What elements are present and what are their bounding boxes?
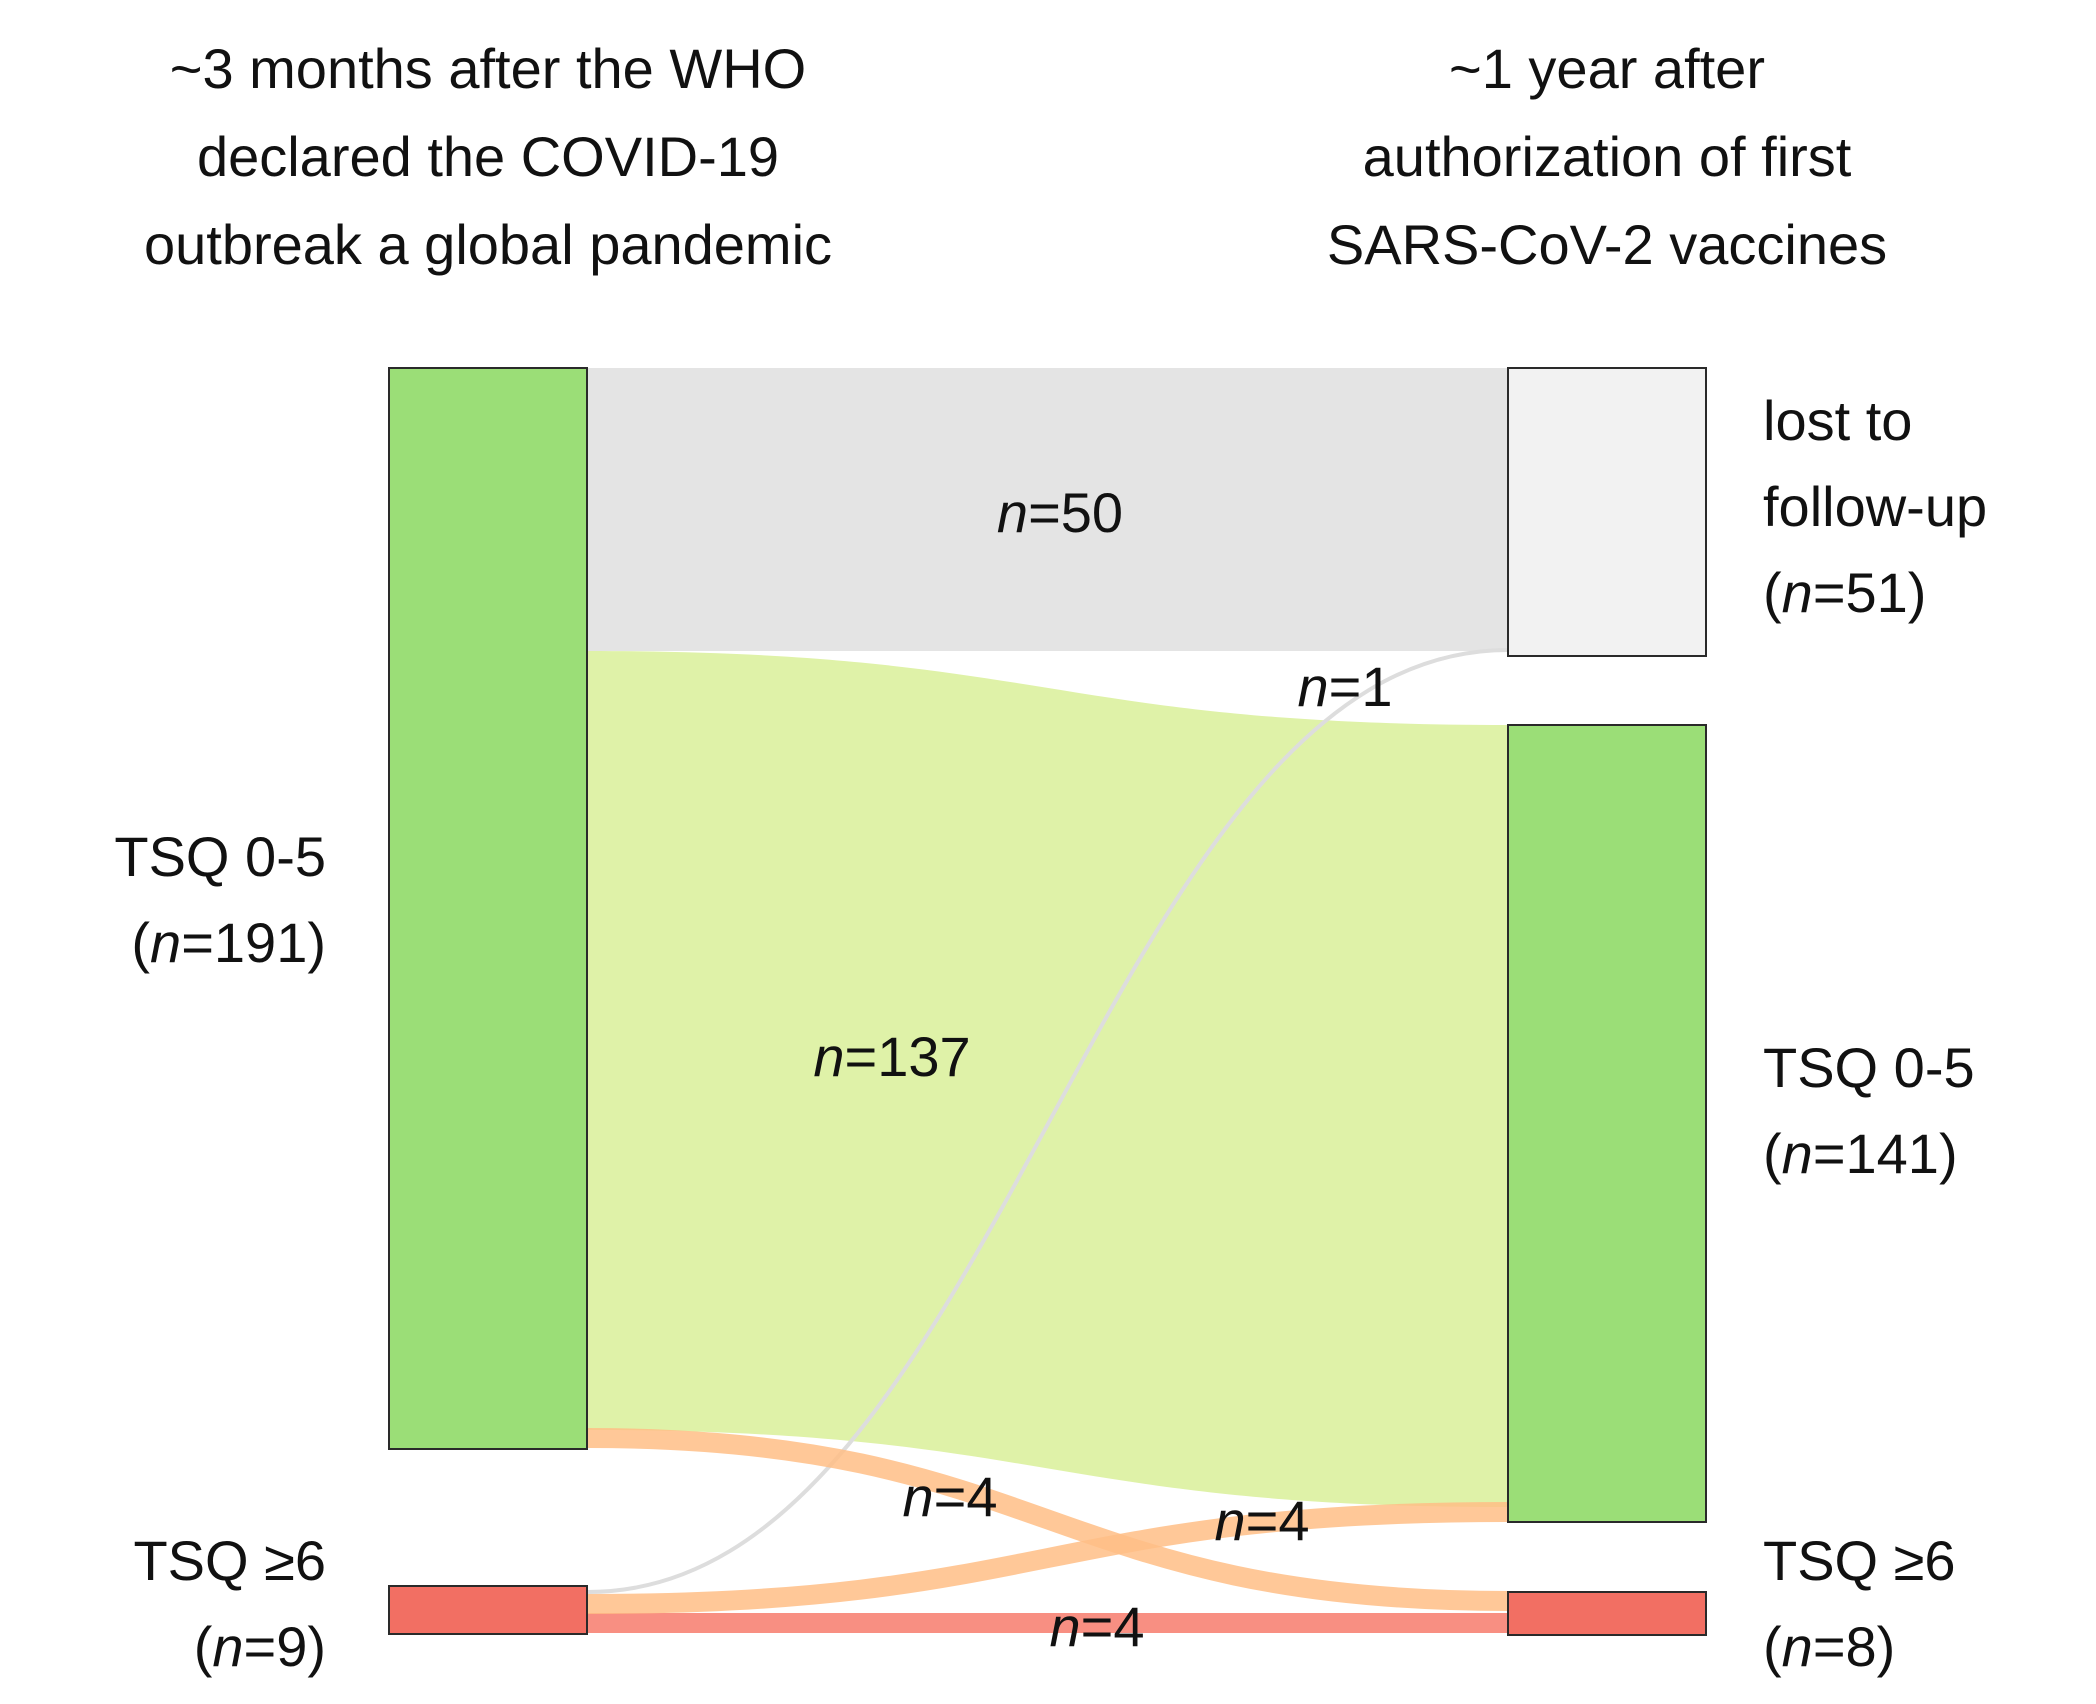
right-node-labels: lost to follow-up (n=51) TSQ 0-5 (n=141)… bbox=[1763, 389, 1987, 1678]
nodes bbox=[388, 367, 1707, 1636]
right-lost-count: (n=51) bbox=[1763, 561, 1926, 624]
node-right-lost-to-follow-up bbox=[1507, 367, 1707, 657]
flow-labels: n=50 n=1 n=137 n=4 n=4 n=4 bbox=[813, 481, 1392, 1658]
left-header-line-1: ~3 months after the WHO bbox=[170, 37, 806, 100]
node-left-tsq-0-5 bbox=[388, 367, 588, 1450]
left-tsq-high-label: TSQ ≥6 bbox=[133, 1529, 326, 1592]
left-header-line-3: outbreak a global pandemic bbox=[144, 213, 832, 276]
left-node-labels: TSQ 0-5 (n=191) TSQ ≥6 (n=9) bbox=[114, 825, 326, 1678]
right-tsq-low-label: TSQ 0-5 bbox=[1763, 1036, 1975, 1099]
left-column-header: ~3 months after the WHO declared the COV… bbox=[144, 37, 832, 276]
right-lost-label-line-1: lost to bbox=[1763, 389, 1912, 452]
flow-low-to-high bbox=[587, 1428, 1509, 1611]
right-header-line-1: ~1 year after bbox=[1449, 37, 1765, 100]
flow-label-high-to-low: n=4 bbox=[1214, 1489, 1309, 1552]
node-right-tsq-6-plus bbox=[1507, 1591, 1707, 1636]
right-header-line-2: authorization of first bbox=[1363, 125, 1852, 188]
node-right-tsq-0-5 bbox=[1507, 724, 1707, 1523]
flow-low-to-low bbox=[588, 651, 1508, 1507]
node-left-tsq-6-plus bbox=[388, 1585, 588, 1635]
flow-label-low-to-high: n=4 bbox=[902, 1465, 997, 1528]
flow-label-low-to-lost: n=50 bbox=[997, 481, 1123, 544]
flow-low-to-lost bbox=[588, 368, 1508, 651]
right-tsq-low-count: (n=141) bbox=[1763, 1122, 1958, 1185]
left-tsq-high-count: (n=9) bbox=[194, 1615, 326, 1678]
right-header-line-3: SARS-CoV-2 vaccines bbox=[1327, 213, 1887, 276]
right-column-header: ~1 year after authorization of first SAR… bbox=[1327, 37, 1887, 276]
right-tsq-high-count: (n=8) bbox=[1763, 1615, 1895, 1678]
flow-label-high-to-high: n=4 bbox=[1049, 1595, 1144, 1658]
flow-high-to-low bbox=[587, 1502, 1509, 1614]
flow-label-low-to-low: n=137 bbox=[813, 1025, 970, 1088]
right-lost-label-line-2: follow-up bbox=[1763, 475, 1987, 538]
left-header-line-2: declared the COVID-19 bbox=[197, 125, 779, 188]
flow-high-to-lost bbox=[587, 648, 1509, 1594]
left-tsq-low-label: TSQ 0-5 bbox=[114, 825, 326, 888]
flow-label-high-to-lost: n=1 bbox=[1297, 655, 1392, 718]
left-tsq-low-count: (n=191) bbox=[131, 911, 326, 974]
flows bbox=[587, 368, 1509, 1633]
right-tsq-high-label: TSQ ≥6 bbox=[1763, 1529, 1956, 1592]
